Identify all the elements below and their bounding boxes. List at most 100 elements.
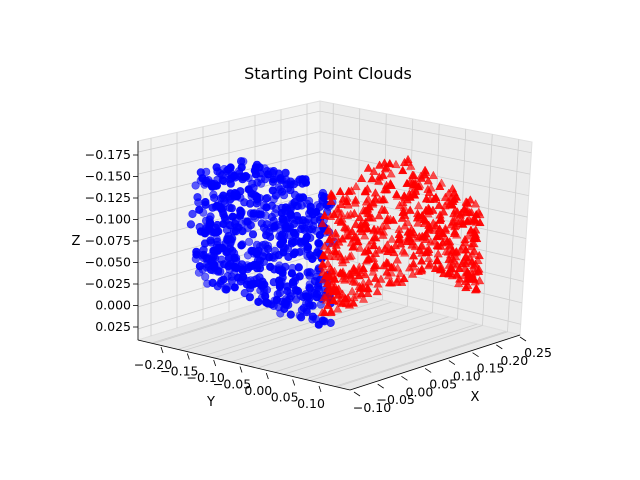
blue-point — [202, 176, 211, 185]
red-point — [363, 163, 373, 172]
red-point — [328, 270, 338, 279]
blue-point — [188, 209, 197, 219]
blue-point — [260, 164, 269, 173]
red-point — [333, 304, 343, 313]
blue-point — [222, 225, 232, 235]
red-point — [424, 206, 434, 215]
red-point — [351, 181, 361, 191]
blue-point — [243, 251, 253, 260]
red-point — [456, 245, 466, 254]
red-point — [367, 235, 377, 245]
red-point — [392, 255, 402, 264]
red-point — [428, 170, 439, 180]
blue-point — [192, 247, 201, 256]
red-point — [431, 192, 441, 201]
blue-point — [284, 252, 293, 261]
red-point — [377, 204, 387, 213]
red-point — [453, 278, 464, 288]
grid-line-z — [137, 131, 531, 175]
red-point — [425, 259, 435, 268]
red-point — [417, 264, 427, 273]
red-point — [336, 199, 346, 208]
red-point — [358, 205, 369, 214]
red-point — [447, 263, 457, 273]
grid-line-x-wall — [507, 139, 520, 332]
red-point — [388, 262, 398, 271]
red-point — [390, 240, 401, 250]
blue-point — [314, 239, 324, 248]
blue-point — [287, 239, 297, 248]
red-point — [317, 218, 328, 228]
red-point — [407, 236, 417, 246]
red-point — [469, 246, 479, 255]
red-point — [363, 288, 373, 297]
red-point — [449, 216, 460, 226]
red-point — [445, 240, 455, 249]
blue-point — [255, 193, 264, 203]
red-point — [317, 307, 327, 317]
red-point — [324, 224, 334, 233]
red-point — [352, 290, 362, 299]
y-tick-mark — [213, 359, 217, 367]
red-point — [473, 266, 484, 275]
y-tick-mark — [318, 385, 322, 393]
series-red-points — [317, 154, 485, 317]
red-point — [367, 173, 377, 183]
blue-point — [262, 231, 271, 240]
y-tick-label: −0.20 — [134, 357, 172, 372]
red-point — [398, 246, 408, 255]
z-tick-label: 0.025 — [95, 319, 131, 334]
x-tick-mark — [424, 368, 432, 373]
red-point — [346, 209, 356, 218]
z-tick-label: −0.050 — [85, 255, 131, 270]
red-point — [337, 234, 347, 243]
x-tick-mark — [401, 375, 408, 381]
blue-point — [230, 249, 239, 258]
red-point — [386, 169, 396, 178]
red-point — [387, 234, 397, 243]
blue-point — [230, 171, 239, 181]
x-tick-label: 0.20 — [500, 353, 528, 368]
red-point — [361, 256, 372, 265]
red-point — [467, 238, 478, 247]
blue-point — [320, 317, 329, 326]
blue-point — [286, 210, 295, 219]
z-tick-label: 0.000 — [95, 298, 131, 313]
chart-title: Starting Point Clouds — [244, 64, 412, 83]
red-point — [326, 189, 336, 198]
blue-point — [267, 201, 277, 210]
blue-point — [244, 185, 253, 194]
y-tick-mark — [186, 353, 190, 360]
red-point — [408, 258, 419, 268]
red-point — [318, 262, 328, 271]
y-tick-mark — [160, 346, 164, 354]
red-point — [382, 267, 392, 276]
red-point — [334, 249, 344, 258]
blue-point — [271, 209, 280, 218]
red-point — [432, 256, 442, 265]
x-tick-mark — [496, 344, 503, 350]
red-point — [382, 184, 392, 193]
blue-point — [211, 223, 220, 232]
grid-line-x-floor — [283, 318, 458, 375]
x-tick-label: −0.05 — [377, 392, 415, 407]
blue-point — [313, 201, 322, 210]
blue-point — [301, 178, 311, 187]
red-point — [368, 197, 378, 207]
red-point — [338, 273, 348, 283]
red-point — [350, 198, 360, 207]
blue-point — [191, 181, 200, 190]
y-tick-label: 0.05 — [271, 390, 299, 405]
red-point — [460, 207, 471, 216]
red-point — [420, 170, 430, 179]
red-point — [351, 219, 361, 228]
z-tick-label: −0.150 — [85, 169, 131, 184]
red-point — [383, 258, 393, 267]
red-point — [344, 300, 355, 309]
red-point — [323, 258, 333, 268]
red-point — [346, 186, 357, 195]
red-point — [426, 183, 436, 192]
red-point — [402, 194, 412, 204]
blue-point — [230, 283, 239, 292]
